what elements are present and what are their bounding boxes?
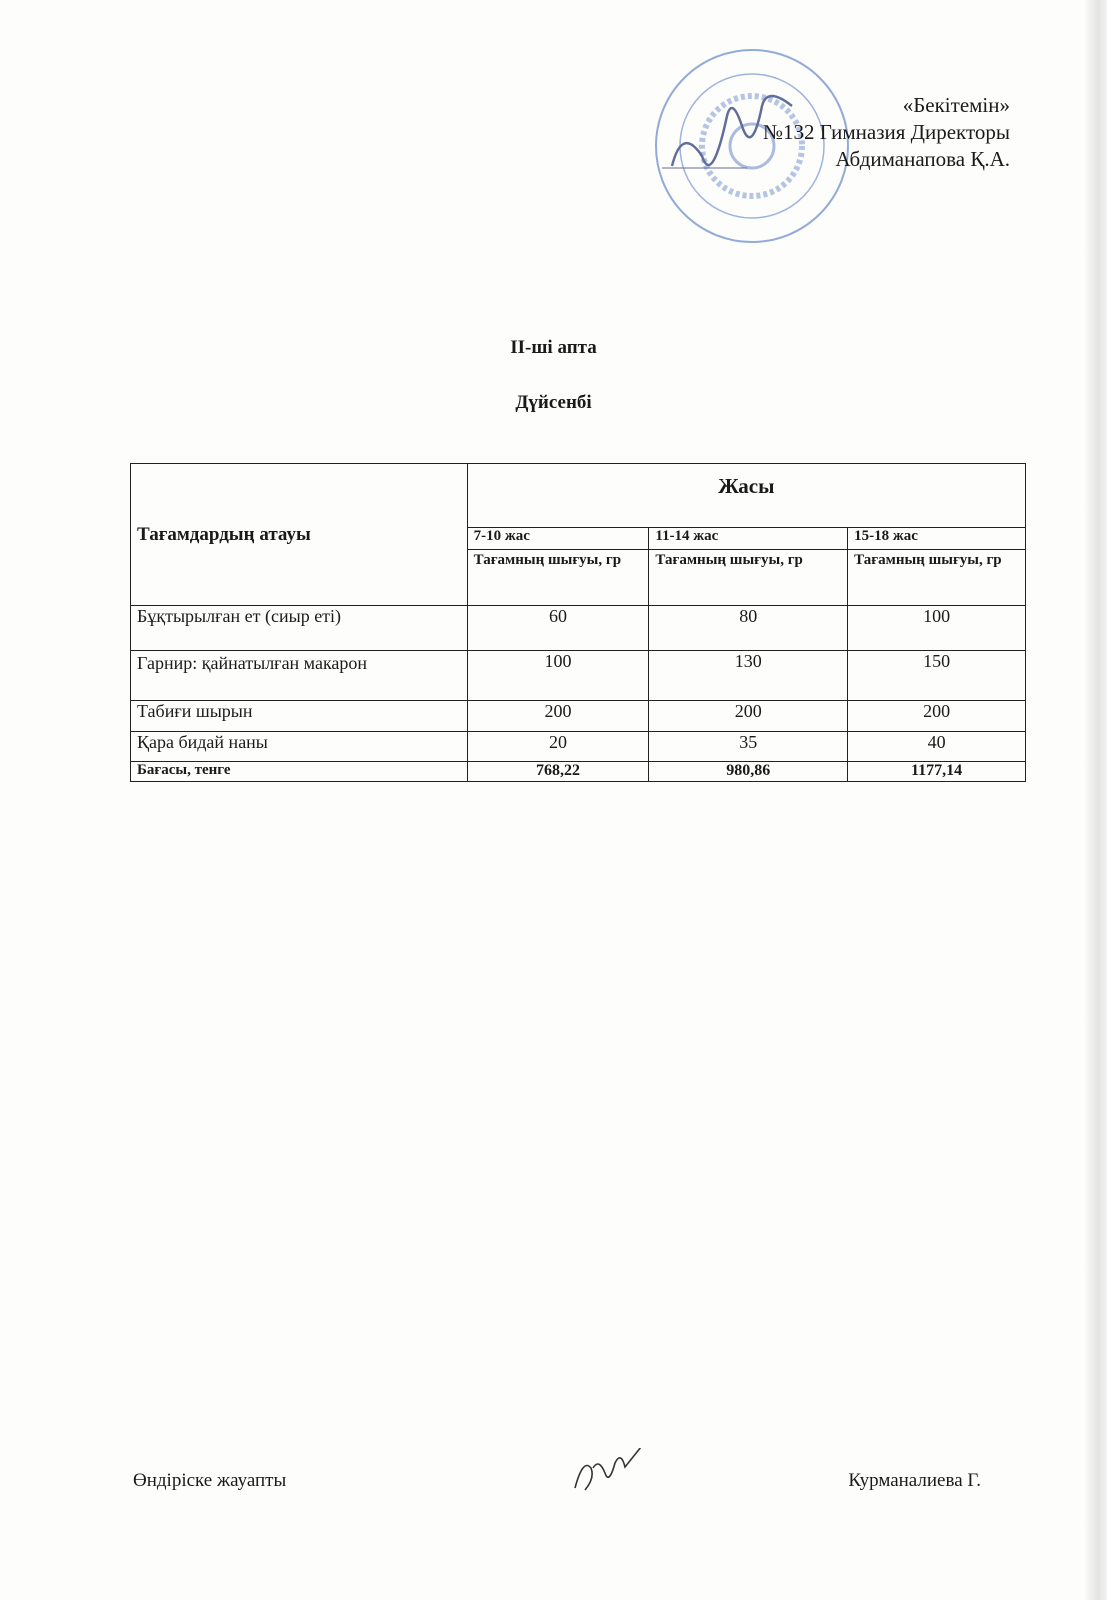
table-row: Бұқтырылған ет (сиыр еті) 60 80 100 <box>130 605 1026 651</box>
portion-value: 60 <box>466 605 650 651</box>
portion-value: 130 <box>648 650 849 701</box>
unit-header: Тағамның шығуы, гр <box>466 549 650 606</box>
unit-header: Тағамның шығуы, гр <box>648 549 849 606</box>
age-header: Жасы <box>466 463 1027 528</box>
dish-name: Гарнир: қайнатылған макарон <box>130 650 468 701</box>
age-group: 7-10 жас <box>466 527 650 550</box>
portion-value: 80 <box>648 605 849 651</box>
menu-table: Тағамдардың атауы Жасы 7-10 жас 11-14 жа… <box>130 463 1027 782</box>
price-value: 980,86 <box>648 761 849 782</box>
portion-value: 200 <box>847 700 1026 732</box>
portion-value: 150 <box>847 650 1026 701</box>
responsible-name: Курманалиева Г. <box>848 1470 981 1491</box>
age-group: 11-14 жас <box>648 527 849 550</box>
portion-value: 35 <box>648 731 849 762</box>
portion-value: 20 <box>466 731 650 762</box>
portion-value: 200 <box>466 700 650 732</box>
director-title: №132 Гимназия Директоры <box>763 120 1010 144</box>
page-edge <box>1085 0 1107 1600</box>
price-value: 768,22 <box>466 761 650 782</box>
dish-name: Бұқтырылған ет (сиыр еті) <box>130 605 468 651</box>
price-label: Бағасы, тенге <box>130 761 468 782</box>
table-row: Гарнир: қайнатылған макарон 100 130 150 <box>130 650 1026 701</box>
unit-header: Тағамның шығуы, гр <box>847 549 1026 606</box>
dish-name: Табиғи шырын <box>130 700 468 732</box>
portion-value: 100 <box>847 605 1026 651</box>
age-group: 15-18 жас <box>847 527 1026 550</box>
responsible-label: Өндіріске жауапты <box>133 1470 287 1491</box>
signature <box>574 1448 642 1491</box>
dish-name: Қара бидай наны <box>130 731 468 762</box>
portion-value: 200 <box>648 700 849 732</box>
portion-value: 100 <box>466 650 650 701</box>
director-name: Абдиманапова Қ.А. <box>835 147 1010 171</box>
approval-line: «Бекітемін» <box>902 93 1010 117</box>
total-row: Бағасы, тенге 768,22 980,86 1177,14 <box>130 761 1026 782</box>
table-row: Қара бидай наны 20 35 40 <box>130 731 1026 762</box>
week-title: ІІ-ші апта <box>510 337 597 358</box>
day-title: Дүйсенбі <box>515 392 592 413</box>
dish-name-header: Тағамдардың атауы <box>130 463 468 606</box>
table-row: Табиғи шырын 200 200 200 <box>130 700 1026 732</box>
portion-value: 40 <box>847 731 1026 762</box>
price-value: 1177,14 <box>847 761 1026 782</box>
approval-block: «Бекітемін» №132 Гимназия Директоры Абди… <box>763 92 1010 173</box>
official-stamp <box>655 49 849 243</box>
